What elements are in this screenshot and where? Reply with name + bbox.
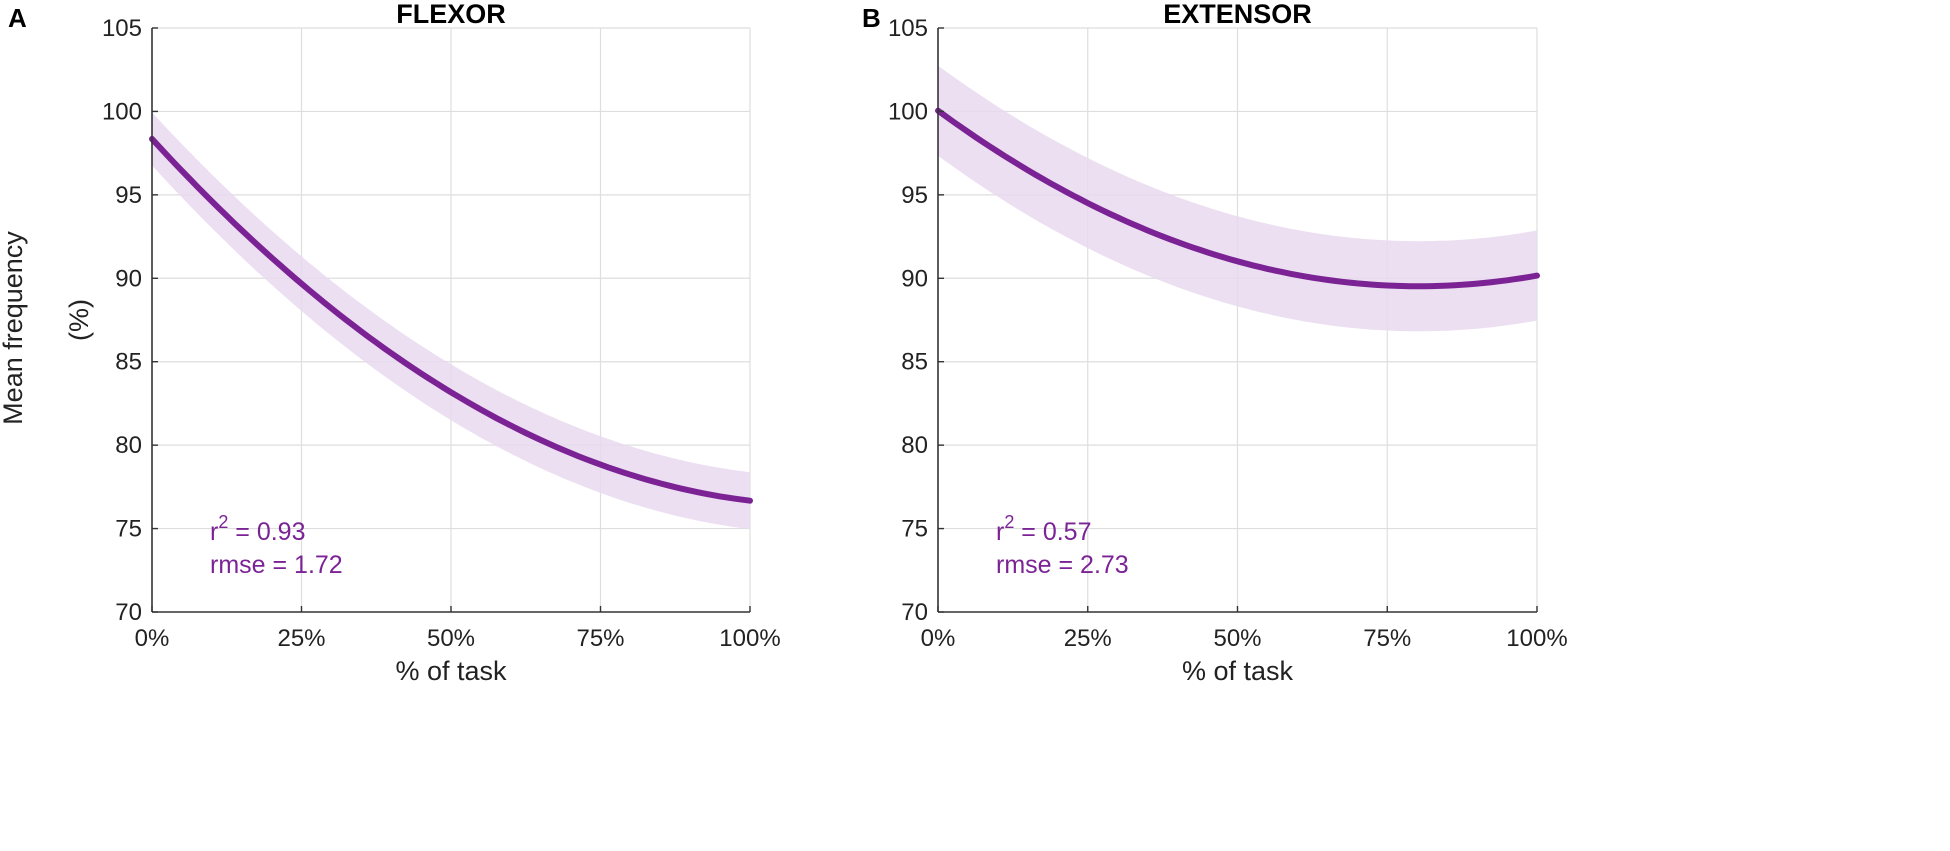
x-tick-label: 100% [719, 625, 780, 652]
fit-line [149, 135, 753, 504]
confidence-band [938, 65, 1537, 332]
y-tick-label: 90 [115, 265, 142, 292]
confidence-band [152, 112, 750, 530]
x-tick-label: 25% [1064, 625, 1112, 652]
y-tick-label: 105 [888, 15, 928, 42]
y-tick-label: 95 [901, 182, 928, 209]
panel-b: 70 75 80 85 90 95 100 105 0% 25% 50% 75% 100% % of ta… [862, 0, 1568, 686]
x-tick-label: 25% [277, 625, 325, 652]
x-tick-label: 75% [1363, 625, 1411, 652]
x-tick-label: 50% [427, 625, 475, 652]
panel-title: FLEXOR [396, 0, 506, 29]
y-tick-label: 85 [115, 349, 142, 376]
y-axis-label-line2: (%) [64, 299, 94, 341]
fit-line [935, 107, 1540, 290]
y-tick-label: 70 [115, 599, 142, 626]
x-tick-label: 0% [135, 625, 170, 652]
y-tick-label: 100 [102, 98, 142, 125]
rmse-annotation: rmse = 1.72 [210, 551, 343, 579]
x-tick-label: 50% [1213, 625, 1261, 652]
y-tick-label: 80 [901, 432, 928, 459]
panel-letter: A [8, 3, 27, 33]
y-axis-label-line1: Mean frequency [0, 231, 28, 425]
y-tick-label: 95 [115, 182, 142, 209]
panel-title: EXTENSOR [1163, 0, 1312, 29]
x-tick-label: 0% [921, 625, 956, 652]
rmse-annotation: rmse = 2.73 [996, 551, 1129, 579]
y-tick-label: 80 [115, 432, 142, 459]
r-squared-annotation: r2 = 0.57 [996, 512, 1092, 546]
y-tick-label: 105 [102, 15, 142, 42]
y-tick-label: 90 [901, 265, 928, 292]
x-tick-label: 75% [576, 625, 624, 652]
x-tick-label: 100% [1506, 625, 1567, 652]
y-tick-label: 70 [901, 599, 928, 626]
panel-a: 70 75 80 85 90 95 100 105 0% 25% 50% 75% 100% % of ta… [8, 0, 781, 686]
y-tick-label: 85 [901, 349, 928, 376]
y-tick-label: 100 [888, 98, 928, 125]
y-tick-label: 75 [115, 516, 142, 543]
x-axis-label: % of task [1182, 656, 1294, 686]
y-tick-label: 75 [901, 516, 928, 543]
x-axis-label: % of task [395, 656, 507, 686]
panel-letter: B [862, 3, 881, 33]
r-squared-annotation: r2 = 0.93 [210, 512, 306, 546]
